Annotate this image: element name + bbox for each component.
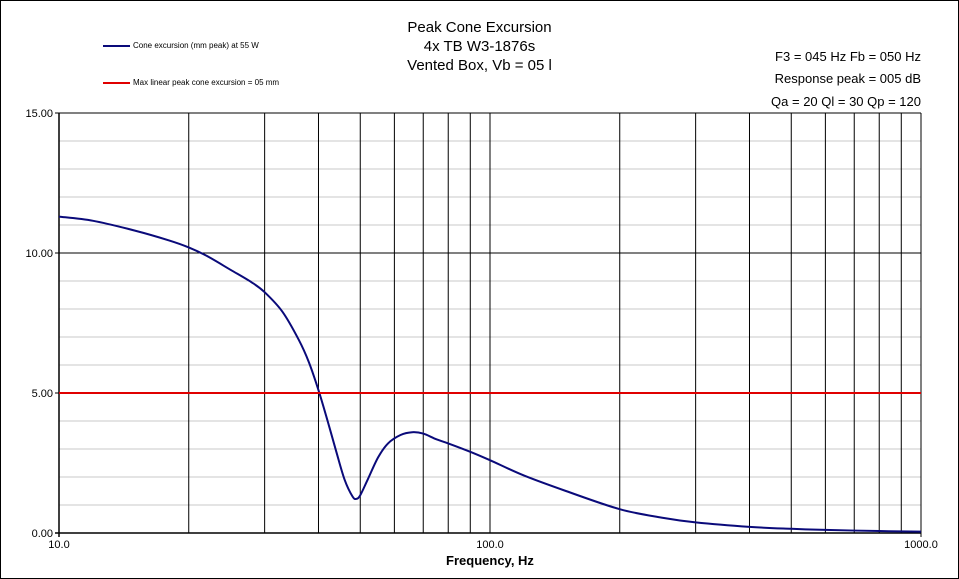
- chart-title-line-3: Vented Box, Vb = 05 l: [407, 57, 552, 74]
- legend-item-max-linear: Max linear peak cone excursion = 05 mm: [103, 78, 279, 87]
- y-tick-label: 15.00: [25, 108, 53, 120]
- x-axis-label: Frequency, Hz: [446, 553, 534, 568]
- legend-swatch-excursion: [103, 44, 130, 47]
- excursion-curve: [58, 215, 922, 533]
- info-f3-fb: F3 = 045 Hz Fb = 050 Hz: [775, 49, 921, 64]
- legend-swatch-max-linear: [103, 81, 130, 84]
- info-response-peak: Response peak = 005 dB: [774, 71, 921, 86]
- legend-label-excursion: Cone excursion (mm peak) at 55 W: [133, 41, 259, 50]
- x-tick-label: 10.0: [48, 539, 69, 551]
- y-tick-label: 10.00: [25, 248, 53, 260]
- legend-label-max-linear: Max linear peak cone excursion = 05 mm: [133, 78, 280, 87]
- info-q-values: Qa = 20 Ql = 30 Qp = 120: [771, 94, 921, 109]
- x-tick-label: 1000.0: [904, 539, 938, 551]
- chart-title-line-2: 4x TB W3-1876s: [423, 38, 536, 55]
- x-tick-label: 100.0: [476, 539, 504, 551]
- y-tick-label: 0.00: [32, 528, 53, 540]
- chart-title-line-1: Peak Cone Excursion: [407, 19, 552, 36]
- legend-item-excursion: Cone excursion (mm peak) at 55 W: [103, 41, 259, 50]
- y-tick-label: 5.00: [32, 388, 53, 400]
